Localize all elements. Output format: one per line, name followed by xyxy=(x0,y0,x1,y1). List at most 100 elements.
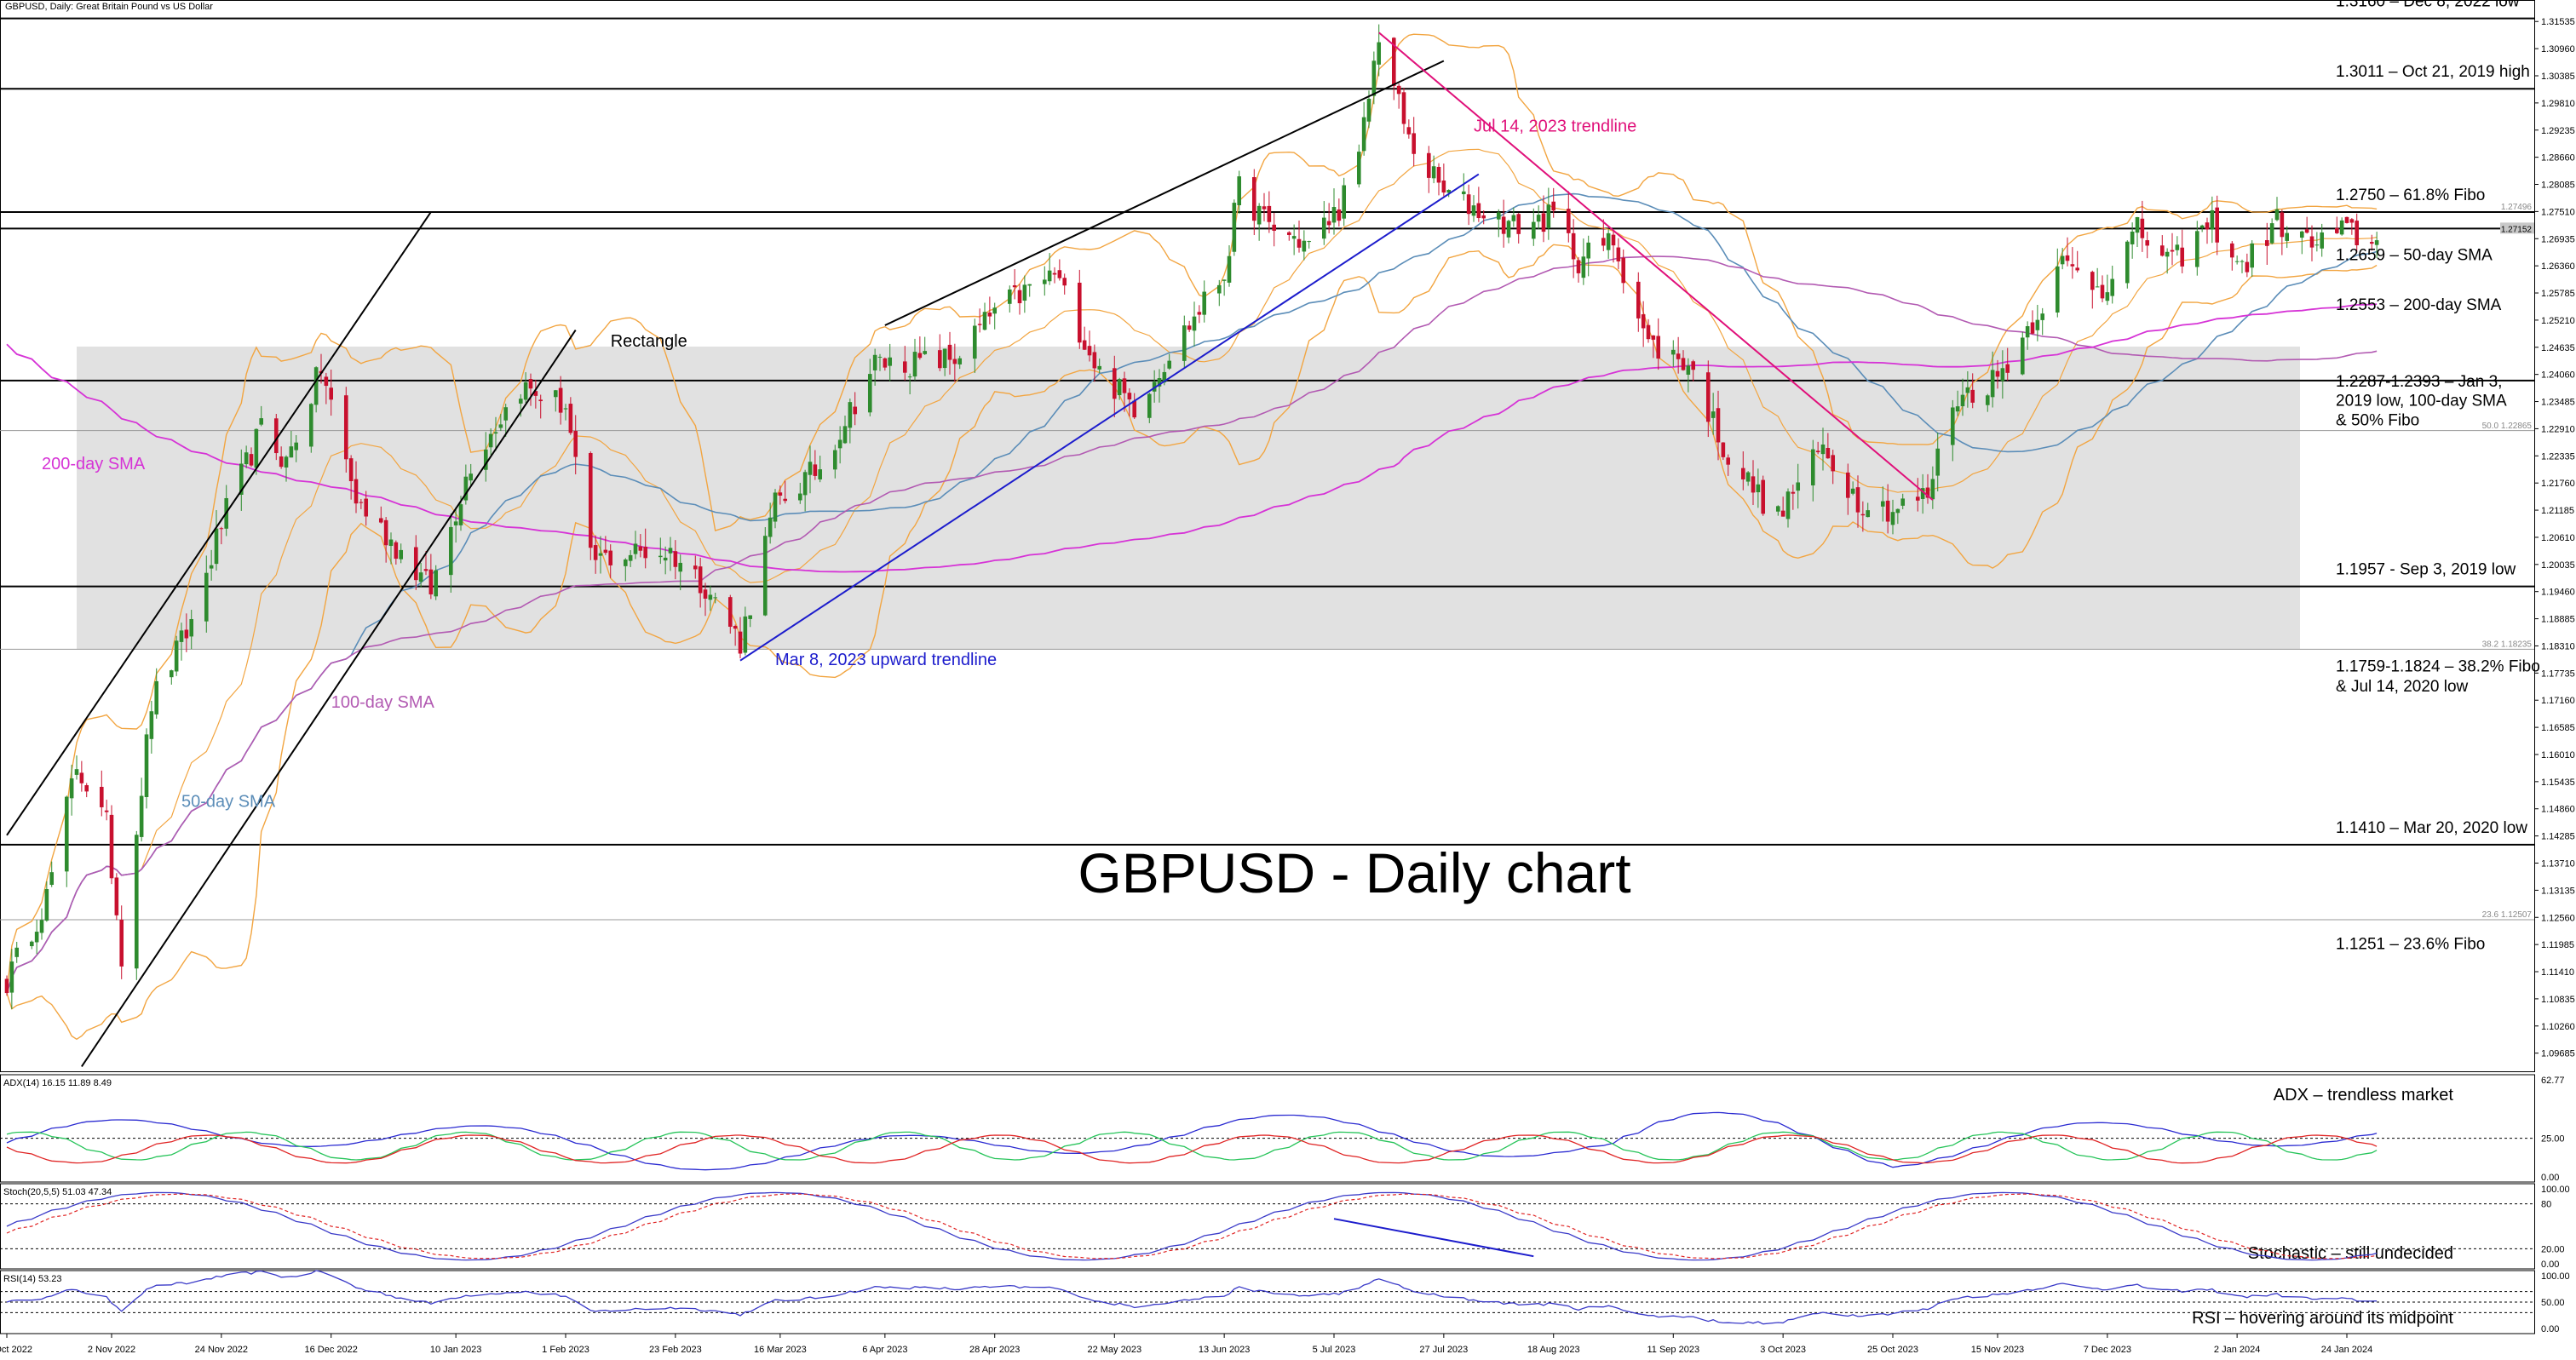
candle-body xyxy=(458,504,463,525)
candle-body xyxy=(2304,229,2309,233)
candle-body xyxy=(179,630,184,642)
candle-body xyxy=(1052,273,1057,275)
candle-body xyxy=(2280,212,2285,238)
candle-body xyxy=(1481,215,1486,219)
candle-body xyxy=(254,428,259,468)
y-tick-label: 1.17160 xyxy=(2541,696,2575,706)
candle-body xyxy=(848,402,853,428)
rsi-panel-annotation: RSI – hovering around its midpoint xyxy=(2192,1309,2453,1328)
candle-body xyxy=(1985,395,1990,405)
candle-body xyxy=(1321,217,1326,239)
y-tick-label: 1.10260 xyxy=(2541,1022,2575,1032)
candles xyxy=(4,24,2379,1010)
candle-body xyxy=(1256,205,1262,225)
candle-body xyxy=(1057,270,1062,278)
candle-body xyxy=(1426,152,1431,178)
adx-panel-tick: 0.00 xyxy=(2541,1173,2559,1183)
candle-body xyxy=(209,565,214,569)
y-tick-label: 1.28660 xyxy=(2541,153,2575,164)
candle-body xyxy=(99,786,104,807)
candle-body xyxy=(1082,340,1087,350)
y-tick-label: 1.09685 xyxy=(2541,1049,2575,1059)
stochastic-panel-label: Stoch(20,5,5) 51.03 47.34 xyxy=(3,1187,112,1197)
chart-annotation: Rectangle xyxy=(611,332,687,351)
candle-body xyxy=(1406,127,1412,135)
candle-body xyxy=(119,919,124,967)
candle-body xyxy=(663,557,668,561)
candle-body xyxy=(2140,218,2145,238)
candle-body xyxy=(947,344,952,360)
candle-body xyxy=(1566,209,1571,233)
y-tick-label: 1.28085 xyxy=(2541,181,2575,191)
candle-body xyxy=(593,545,598,560)
candle-body xyxy=(1062,278,1067,286)
y-tick-label: 1.11410 xyxy=(2541,967,2574,978)
candle-body xyxy=(1216,284,1222,294)
candle-body xyxy=(1361,117,1366,152)
candle-body xyxy=(1950,407,1955,445)
y-tick-label: 1.25210 xyxy=(2541,316,2575,326)
adx-panel-frame xyxy=(0,1074,2535,1183)
chart-annotation: 100-day SMA xyxy=(331,693,435,712)
candle-body xyxy=(144,734,149,797)
candle-body xyxy=(633,543,638,554)
candle-body xyxy=(1546,204,1551,228)
candle-body xyxy=(1077,282,1082,343)
candle-body xyxy=(2130,231,2135,244)
stoch-divergence-line xyxy=(1333,1218,1534,1258)
candle-body xyxy=(1182,325,1187,361)
candle-body xyxy=(748,615,753,619)
minus-di-line xyxy=(6,1134,2378,1164)
y-tick-label: 1.25785 xyxy=(2541,289,2575,299)
y-tick-label: 1.27510 xyxy=(2541,207,2575,217)
y-tick-label: 1.26360 xyxy=(2541,261,2575,272)
candle-body xyxy=(1237,176,1242,206)
stochastic-panel-annotation: Stochastic – still undecided xyxy=(2248,1244,2453,1263)
candle-body xyxy=(29,941,34,947)
adx-panel-tick: 25.00 xyxy=(2541,1134,2565,1145)
rsi-panel-label: RSI(14) 53.23 xyxy=(3,1274,61,1284)
candle-body xyxy=(802,472,808,496)
candle-body xyxy=(1412,133,1417,154)
price-panel-frame xyxy=(0,0,2535,1072)
candle-body xyxy=(797,493,802,501)
level-label: 1.1759-1.1824 – 38.2% Fibo xyxy=(2336,657,2540,675)
y-tick-label: 1.12560 xyxy=(2541,913,2575,923)
y-tick-label: 1.10835 xyxy=(2541,995,2575,1005)
jul14-trendline xyxy=(1378,32,1934,501)
candle-body xyxy=(1866,510,1871,518)
candle-body xyxy=(1571,232,1576,260)
main-title: GBPUSD - Daily chart xyxy=(1078,841,1630,904)
x-tick-label: 11 Sep 2023 xyxy=(1647,1345,1699,1355)
candle-body xyxy=(1656,336,1661,359)
candle-body xyxy=(623,559,628,566)
candle-body xyxy=(289,446,294,458)
level-label: 1.1410 – Mar 20, 2020 low xyxy=(2336,819,2527,837)
candle-body xyxy=(2135,217,2140,233)
fibo-tag: 38.2 1.18235 xyxy=(2482,640,2533,650)
candle-body xyxy=(1147,393,1152,418)
candle-body xyxy=(134,835,139,969)
candle-body xyxy=(2309,236,2314,248)
candle-body xyxy=(49,872,55,886)
candle-body xyxy=(1616,247,1621,261)
candle-body xyxy=(1326,221,1331,226)
candle-body xyxy=(1900,498,1906,506)
candle-body xyxy=(39,920,44,933)
candle-body xyxy=(249,454,254,466)
candle-body xyxy=(762,536,768,616)
candle-body xyxy=(818,469,823,479)
candle-body xyxy=(703,589,708,599)
candle-body xyxy=(1576,260,1581,273)
candle-body xyxy=(1641,314,1646,329)
candle-body xyxy=(853,406,858,415)
candle-body xyxy=(184,629,189,639)
candle-body xyxy=(952,359,957,364)
candle-body xyxy=(354,479,359,504)
candle-body xyxy=(643,546,648,559)
x-tick-label: 16 Mar 2023 xyxy=(754,1345,807,1355)
candle-body xyxy=(1342,185,1347,219)
rsi-panel-tick: 0.00 xyxy=(2541,1324,2559,1334)
level-label: 1.1251 – 23.6% Fibo xyxy=(2336,935,2485,953)
level-label: & 50% Fibo xyxy=(2336,411,2419,429)
